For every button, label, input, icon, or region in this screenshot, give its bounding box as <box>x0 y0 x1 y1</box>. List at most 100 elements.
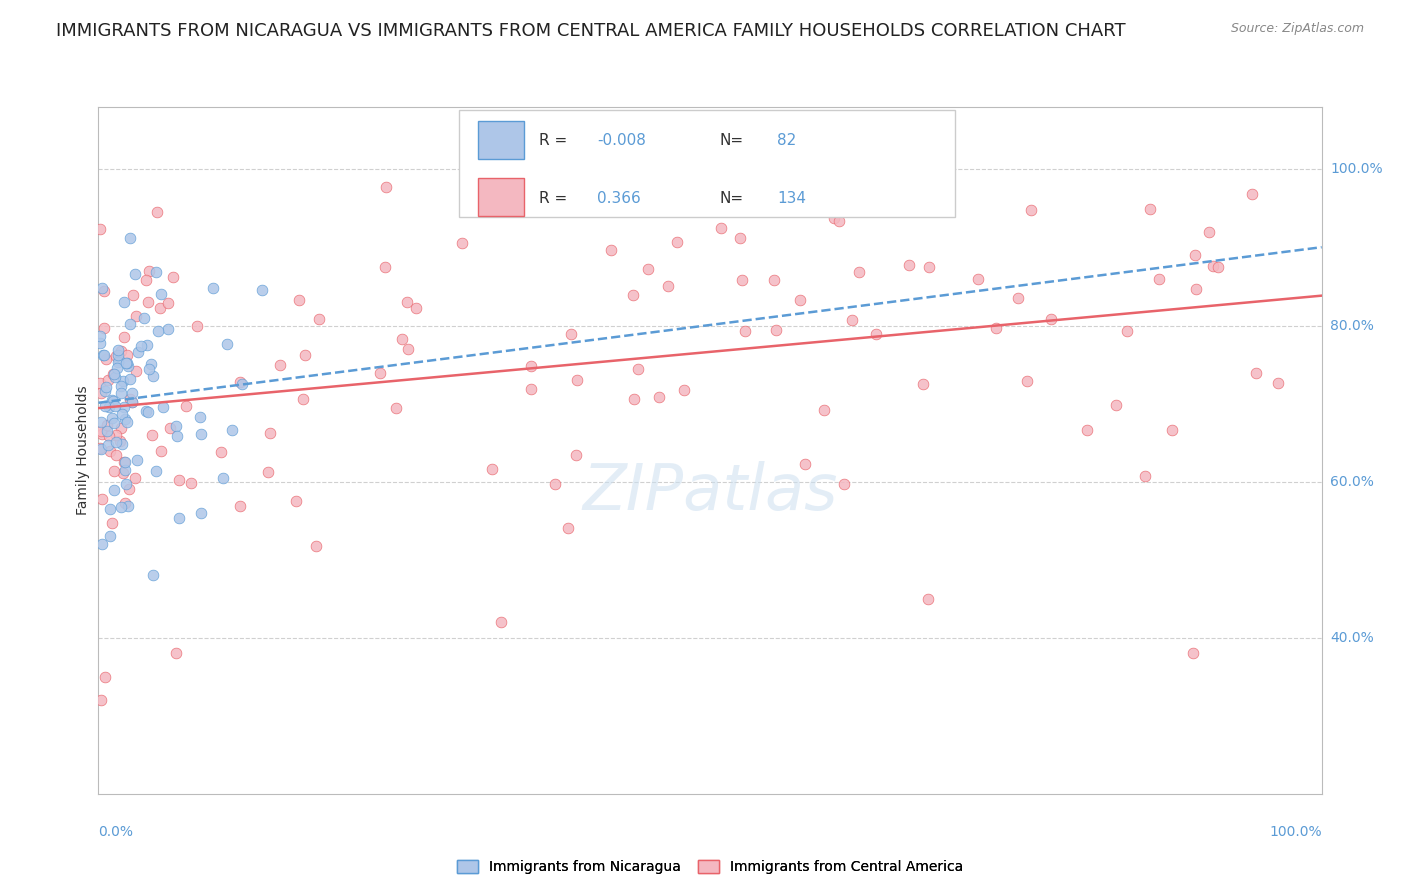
Text: 0.366: 0.366 <box>598 191 641 206</box>
Point <box>112 294 135 309</box>
Point <box>114 455 136 469</box>
Point <box>121 386 143 401</box>
Point <box>93 384 115 399</box>
Point <box>90 281 112 295</box>
Point <box>141 428 163 442</box>
Point <box>152 400 174 414</box>
Point <box>167 473 190 487</box>
Point <box>1139 202 1161 217</box>
Point <box>89 441 111 455</box>
Point <box>103 416 125 430</box>
Point <box>107 343 129 358</box>
Point <box>395 295 418 310</box>
Point <box>621 288 644 302</box>
Point <box>710 220 733 235</box>
Point <box>648 391 671 405</box>
Text: 0.0%: 0.0% <box>98 825 134 839</box>
Point <box>292 392 315 407</box>
Text: R =: R = <box>538 191 567 206</box>
Point <box>93 399 115 413</box>
Point <box>269 358 291 372</box>
Point <box>108 353 131 368</box>
Point <box>98 529 121 543</box>
Point <box>105 449 128 463</box>
Point <box>897 258 920 272</box>
Point <box>167 511 190 525</box>
Point <box>105 435 128 450</box>
Point <box>90 415 112 429</box>
Point <box>848 265 870 279</box>
Point <box>97 438 120 452</box>
Point <box>112 400 135 414</box>
Point <box>731 273 754 287</box>
Point <box>1039 312 1062 326</box>
Point <box>166 646 188 660</box>
Text: -0.008: -0.008 <box>598 133 647 147</box>
Text: IMMIGRANTS FROM NICARAGUA VS IMMIGRANTS FROM CENTRAL AMERICA FAMILY HOUSEHOLDS C: IMMIGRANTS FROM NICARAGUA VS IMMIGRANTS … <box>56 22 1126 40</box>
Point <box>91 348 114 362</box>
Point <box>1202 259 1225 273</box>
Point <box>101 393 124 408</box>
Point <box>190 426 212 441</box>
Point <box>114 463 136 477</box>
Point <box>600 243 623 257</box>
Point <box>565 449 588 463</box>
Point <box>110 379 132 393</box>
Point <box>166 429 188 443</box>
Point <box>1017 374 1039 388</box>
Point <box>103 370 125 384</box>
Point <box>186 319 208 334</box>
Point <box>103 464 125 478</box>
Text: 82: 82 <box>778 133 797 147</box>
Point <box>375 180 398 194</box>
Text: 40.0%: 40.0% <box>1330 631 1374 645</box>
Point <box>832 476 855 491</box>
Point <box>1007 291 1029 305</box>
Point <box>828 214 851 228</box>
Point <box>841 313 863 327</box>
Point <box>1198 225 1220 239</box>
Point <box>93 285 115 299</box>
Point <box>520 382 543 396</box>
Point <box>105 428 128 442</box>
Point <box>101 516 124 531</box>
Point <box>142 568 165 582</box>
Point <box>150 444 173 458</box>
Point <box>1133 469 1156 483</box>
Point <box>110 500 132 514</box>
Point <box>259 426 281 441</box>
Point <box>98 444 121 458</box>
Point <box>188 410 211 425</box>
Point <box>145 204 167 219</box>
Point <box>125 452 148 467</box>
Point <box>120 372 142 386</box>
Point <box>557 521 579 535</box>
Point <box>142 369 165 384</box>
Point <box>112 455 135 469</box>
FancyBboxPatch shape <box>478 178 524 216</box>
Point <box>229 499 252 513</box>
Point <box>986 321 1008 335</box>
Point <box>1184 248 1206 262</box>
Point <box>305 539 328 553</box>
Point <box>90 442 112 456</box>
Point <box>231 376 253 391</box>
Y-axis label: Family Households: Family Households <box>76 385 90 516</box>
Point <box>1241 187 1264 202</box>
Point <box>918 260 941 275</box>
Point <box>117 359 139 373</box>
Point <box>118 482 141 496</box>
Point <box>89 222 111 236</box>
Text: Source: ZipAtlas.com: Source: ZipAtlas.com <box>1230 22 1364 36</box>
Point <box>105 360 128 375</box>
Point <box>138 362 160 376</box>
Point <box>481 462 503 476</box>
Point <box>90 693 112 707</box>
Point <box>114 356 136 370</box>
Point <box>491 615 513 630</box>
Point <box>124 267 146 281</box>
Point <box>159 421 181 435</box>
Point <box>1267 376 1289 391</box>
Point <box>734 325 756 339</box>
Point <box>135 272 157 286</box>
